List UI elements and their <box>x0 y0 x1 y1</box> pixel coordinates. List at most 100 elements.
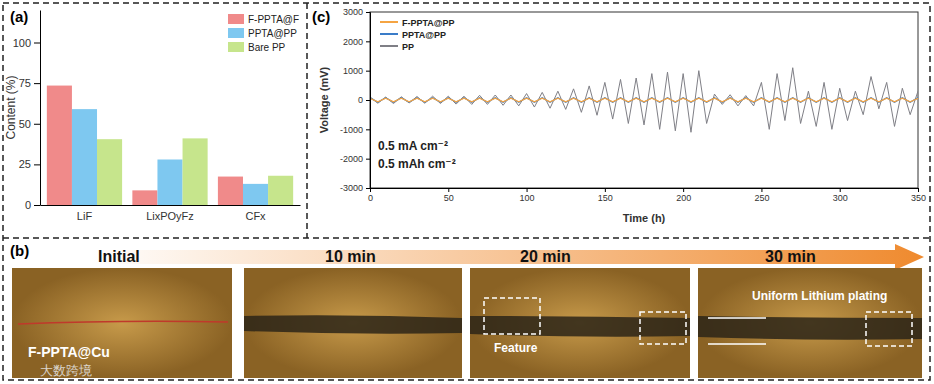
tick-label: 1000 <box>343 66 363 76</box>
y-tick: 0 <box>358 95 370 105</box>
legend-swatch <box>228 42 244 52</box>
axis-line <box>41 205 301 206</box>
bar <box>218 177 243 205</box>
tick-label: 100 <box>520 193 535 203</box>
panel-label: (c) <box>312 8 330 25</box>
legend-label: F-PPTA@PP <box>402 18 455 28</box>
legend: F-PPTA@FPPTA@PPBare PP <box>228 14 299 53</box>
micrographs <box>12 268 922 378</box>
bars <box>47 86 293 205</box>
legend-line <box>380 33 398 35</box>
legend-line <box>380 45 398 47</box>
tick-label: 0 <box>25 199 31 211</box>
watermark: 大数跨境 <box>40 363 92 378</box>
y-axis-title: Voltage (mV) <box>318 66 330 133</box>
tick-mark <box>366 188 370 189</box>
y-tick: 25 <box>19 158 40 170</box>
tick-mark <box>448 188 449 192</box>
micrograph <box>698 268 922 378</box>
frame-label: Initial <box>98 248 140 265</box>
micrograph <box>12 268 232 378</box>
tick-label: CFx <box>245 210 266 222</box>
tick-label: 25 <box>19 158 31 170</box>
tick-mark <box>683 188 684 192</box>
x-tick: 0 <box>368 188 373 203</box>
frame-label: 20 min <box>520 248 571 265</box>
highlight-box <box>484 298 540 334</box>
tick-label: 0 <box>358 95 363 105</box>
x-tick: 300 <box>833 188 848 203</box>
tick-label: 300 <box>833 193 848 203</box>
tick-mark <box>761 188 762 192</box>
tick-mark <box>605 188 606 192</box>
y-tick: -2000 <box>340 154 370 164</box>
legend: F-PPTA@PPPPTA@PPPP <box>380 18 455 52</box>
highlight-box <box>640 312 686 344</box>
tick-label: 200 <box>676 193 691 203</box>
tick-mark <box>366 129 370 130</box>
y-tick: -3000 <box>340 183 370 193</box>
micrograph <box>470 268 690 378</box>
tick-label: 75 <box>19 77 31 89</box>
tick-label: 100 <box>13 37 31 49</box>
legend-label: F-PPTA@F <box>248 14 299 25</box>
sample-label: F-PPTA@Cu <box>28 344 110 360</box>
y-axis: -3000-2000-10000100020003000 <box>340 7 371 193</box>
axis-line <box>366 13 371 189</box>
line <box>370 68 918 133</box>
frame <box>3 3 930 380</box>
lines <box>370 68 918 133</box>
bar <box>268 176 293 205</box>
thickness-line <box>708 317 766 319</box>
axis-line <box>371 189 919 193</box>
bar <box>47 86 72 205</box>
x-tick: LixPOyFz <box>146 210 194 222</box>
y-axis-title: Content (%) <box>4 75 18 139</box>
x-axis: LiF LixPOyFz CFx <box>41 206 301 222</box>
tick-label: 250 <box>754 193 769 203</box>
tick-mark <box>34 164 40 165</box>
y-tick: 50 <box>19 118 40 130</box>
tick-mark <box>366 71 370 72</box>
tick-mark <box>918 188 919 192</box>
legend-line <box>380 21 398 23</box>
y-tick: 75 <box>19 77 40 89</box>
tick-label: 3000 <box>343 7 363 17</box>
annotation: 0.5 mAh cm⁻² <box>378 157 456 171</box>
annotation: Uniform Lithium plating <box>752 289 887 303</box>
y-tick: 100 <box>13 37 40 49</box>
tick-label: 50 <box>444 193 454 203</box>
bar <box>72 109 97 205</box>
x-tick: 150 <box>598 188 613 203</box>
x-tick: 200 <box>676 188 691 203</box>
bar <box>132 190 157 205</box>
tick-mark <box>527 188 528 192</box>
frame-label: 30 min <box>765 248 816 265</box>
tick-mark <box>34 43 40 44</box>
thickness-line <box>708 343 766 345</box>
legend-label: PPTA@PP <box>402 30 446 40</box>
electrode-edge <box>18 321 228 324</box>
tick-label: 50 <box>19 118 31 130</box>
legend-swatch <box>228 14 244 24</box>
bar <box>183 138 208 205</box>
highlight-box <box>866 312 912 346</box>
tick-mark <box>366 41 370 42</box>
tick-mark <box>366 100 370 101</box>
tick-mark <box>34 124 40 125</box>
annotation: Feature <box>494 341 538 355</box>
micrograph <box>244 268 462 378</box>
y-tick: 3000 <box>343 7 370 17</box>
legend-swatch <box>228 28 244 38</box>
y-tick: -1000 <box>340 125 370 135</box>
annotation: 0.5 mA cm⁻² <box>378 139 448 153</box>
frame-label: 10 min <box>325 248 376 265</box>
legend-label: PPTA@PP <box>248 28 297 39</box>
axis-line <box>40 11 41 206</box>
tick-mark <box>370 188 371 192</box>
x-tick: 50 <box>444 188 454 203</box>
figure: (a) 0 25 50 75 100 LiF LixPOyFz CFx Content (%) F-… <box>0 0 934 384</box>
tick-label: LiF <box>77 210 93 222</box>
x-tick: 100 <box>520 188 535 203</box>
panel-label: (a) <box>10 8 28 25</box>
